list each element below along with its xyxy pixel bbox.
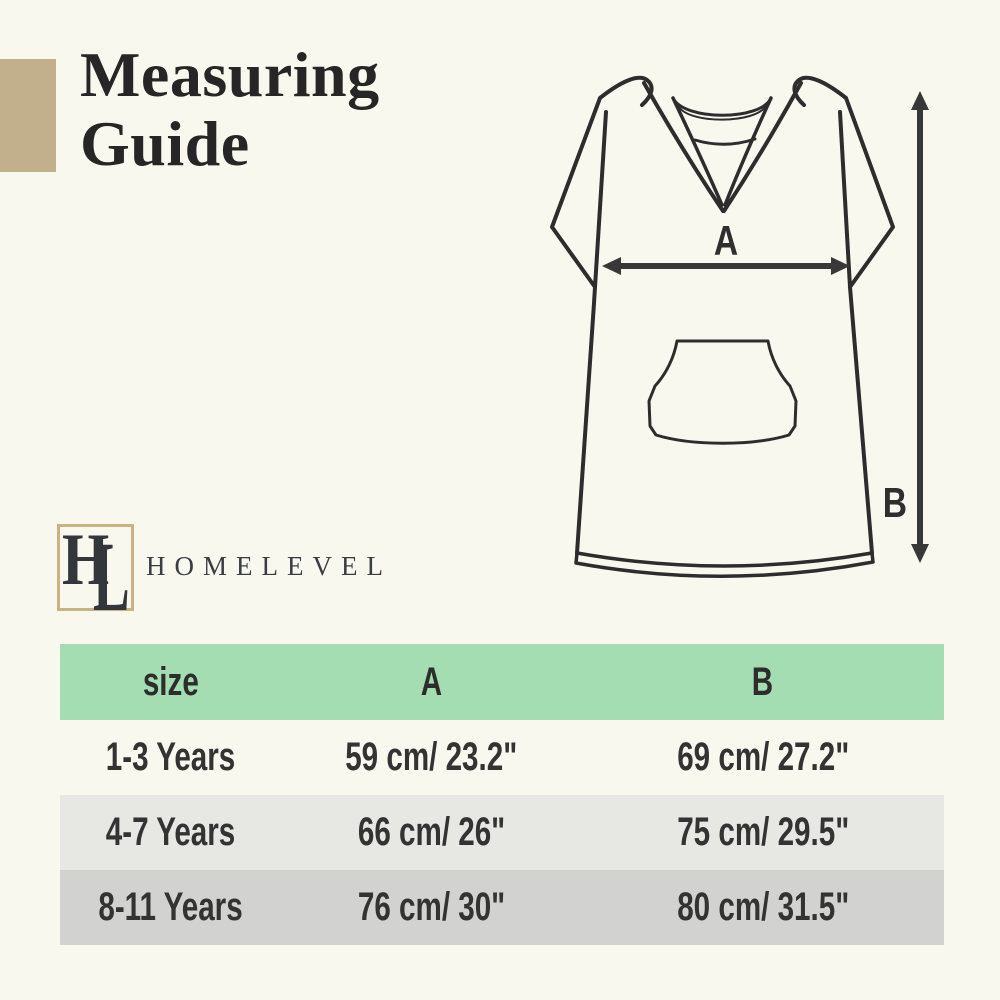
page-title-line2: Guide: [80, 108, 250, 180]
table-row: 8-11 Years 76 cm/ 30" 80 cm/ 31.5": [60, 870, 944, 945]
logo-monogram-l: L: [93, 521, 130, 632]
garment-measure-diagram: A B: [540, 55, 970, 595]
measure-b-cell: 69 cm/ 27.2": [676, 735, 849, 779]
size-cell: 4-7 Years: [105, 810, 236, 854]
page-title-line1: Measuring: [80, 39, 380, 110]
column-header-size: size: [142, 659, 199, 704]
size-chart-table: size A B 1-3 Years 59 cm/ 23.2" 69 cm/ 2…: [60, 644, 944, 945]
brand-name: HOMELEVEL: [146, 551, 392, 581]
size-chart-header-row: size A B: [60, 644, 944, 720]
table-row: 1-3 Years 59 cm/ 23.2" 69 cm/ 27.2": [60, 720, 944, 795]
brand-logo: H L: [57, 519, 134, 627]
column-header-a: A: [420, 659, 442, 704]
measure-a-cell: 66 cm/ 26": [357, 810, 505, 854]
measure-b-cell: 80 cm/ 31.5": [676, 885, 849, 929]
size-cell: 1-3 Years: [105, 735, 236, 779]
width-arrow-A: A: [602, 219, 850, 275]
accent-swatch: [0, 59, 56, 172]
garment-outline-icon: A B: [550, 75, 929, 578]
column-header-b: B: [752, 659, 774, 704]
table-row: 4-7 Years 66 cm/ 26" 75 cm/ 29.5": [60, 795, 944, 870]
page-title: Measuring Guide: [80, 40, 380, 178]
measure-b-cell: 75 cm/ 29.5": [676, 810, 849, 854]
size-cell: 8-11 Years: [98, 885, 243, 929]
measure-a-cell: 59 cm/ 23.2": [345, 735, 518, 779]
label-B: B: [883, 481, 907, 527]
label-A: A: [714, 219, 738, 265]
measure-a-cell: 76 cm/ 30": [357, 885, 505, 929]
logo-monogram-h: H: [62, 519, 110, 601]
height-arrow-B: B: [883, 91, 929, 563]
